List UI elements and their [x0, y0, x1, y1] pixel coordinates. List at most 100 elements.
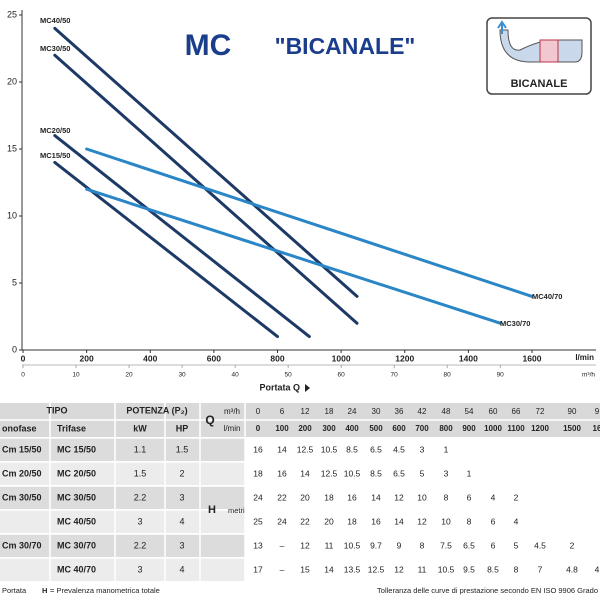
header-q-unit2: l/min	[224, 424, 241, 433]
q-lmin: 300	[322, 424, 336, 433]
cell-h: 10	[441, 516, 451, 526]
cell-h: 10	[417, 492, 427, 502]
header-hp: HP	[176, 423, 189, 433]
q-m3h: 72	[536, 407, 545, 416]
q-lmin: 800	[439, 424, 453, 433]
cell-h: 8	[444, 492, 449, 502]
cell-h: 6.5	[393, 468, 405, 478]
table-row-bg	[0, 534, 245, 557]
chart-title: MC	[185, 29, 232, 62]
cell-hp: 1.5	[176, 444, 189, 454]
cell-h: 8	[514, 564, 519, 574]
x2-tick-label: 40	[231, 372, 239, 379]
cell-h: 12.5	[321, 468, 338, 478]
series-label: MC30/70	[500, 319, 530, 328]
series-label: MC15/50	[40, 151, 70, 160]
cell-trifase: MC 40/50	[57, 516, 96, 526]
cell-h: 8	[467, 516, 472, 526]
cell-h: 14	[324, 564, 334, 574]
cell-h: 6	[491, 540, 496, 550]
chart-subtitle: "BICANALE"	[275, 33, 416, 59]
x2-tick-label: 90	[497, 372, 505, 379]
cell-h: 12	[417, 516, 427, 526]
curve	[85, 187, 502, 325]
x-tick-label: 600	[207, 353, 221, 363]
badge-impeller	[539, 39, 559, 63]
cell-h: 12.5	[368, 564, 385, 574]
cell-trifase: MC 30/70	[57, 540, 96, 550]
series-label: MC40/50	[40, 16, 70, 25]
x-tick-label: 1600	[523, 353, 542, 363]
cell-h: –	[280, 564, 285, 574]
q-lmin: 500	[369, 424, 383, 433]
q-lmin: 900	[462, 424, 476, 433]
x2-tick-label: 20	[125, 372, 133, 379]
series-label: MC40/70	[532, 292, 562, 301]
cell-h: 14	[394, 516, 404, 526]
y-tick-label: 10	[7, 210, 17, 220]
cell-h: 4.8	[566, 564, 578, 574]
cell-h: 22	[300, 516, 310, 526]
cell-h: 16	[371, 516, 381, 526]
cell-h: 12	[394, 492, 404, 502]
cell-h: 6.5	[370, 444, 382, 454]
cell-kw: 1.1	[134, 444, 147, 454]
cell-hp: 4	[179, 516, 184, 526]
cell-h: 24	[277, 516, 287, 526]
q-lmin: 16	[593, 424, 600, 433]
cell-h: 4.5	[534, 540, 546, 550]
cell-h: 15	[300, 564, 310, 574]
x2-tick-label: 60	[338, 372, 346, 379]
x-axis-label: Portata Q	[259, 382, 300, 392]
cell-h: 20	[300, 492, 310, 502]
header-q-unit1: m³/h	[224, 407, 240, 416]
q-lmin: 400	[345, 424, 359, 433]
footer: Portata H = Prevalenza manometrica total…	[2, 586, 598, 595]
cell-hp: 4	[179, 564, 184, 574]
cell-h: 10.5	[344, 468, 361, 478]
q-m3h: 24	[348, 407, 357, 416]
y-tick-label: 5	[12, 277, 17, 287]
x2-tick-label: 70	[391, 372, 399, 379]
footer-right: Tolleranza delle curve di prestazione se…	[377, 586, 598, 595]
header-kw: kW	[133, 423, 147, 433]
cell-h: 6.5	[463, 540, 475, 550]
header-h-unit: metri	[228, 506, 245, 515]
cell-h: 16	[253, 444, 263, 454]
cell-monofase: Cm 15/50	[2, 444, 42, 454]
cell-h: 2	[514, 492, 519, 502]
cell-trifase: MC 15/50	[57, 444, 96, 454]
x2-unit: m³/h	[582, 372, 595, 379]
cell-h: 1	[444, 444, 449, 454]
cell-h: 10.5	[321, 444, 338, 454]
cell-h: 16	[277, 468, 287, 478]
header-trifase: Trifase	[57, 423, 86, 433]
series-label: MC20/50	[40, 126, 70, 135]
q-m3h: 60	[489, 407, 498, 416]
y-tick-label: 25	[7, 9, 17, 19]
cell-trifase: MC 20/50	[57, 468, 96, 478]
cell-hp: 3	[179, 540, 184, 550]
table-row-bg	[0, 438, 245, 461]
footer-q: Portata	[2, 586, 27, 595]
q-m3h: 48	[442, 407, 451, 416]
q-lmin: 700	[415, 424, 429, 433]
q-lmin: 200	[298, 424, 312, 433]
cell-h: 18	[324, 492, 334, 502]
q-lmin: 1000	[484, 424, 502, 433]
q-m3h: 30	[372, 407, 381, 416]
cell-h: 3	[444, 468, 449, 478]
x-unit: l/min	[575, 353, 594, 362]
cell-h: 3	[420, 444, 425, 454]
cell-h: 4.5	[393, 444, 405, 454]
x-tick-label: 800	[270, 353, 284, 363]
cell-h: 8.5	[370, 468, 382, 478]
badge-label: BICANALE	[511, 78, 568, 90]
header-tipo: TIPO	[46, 405, 67, 415]
x-tick-label: 1200	[395, 353, 414, 363]
cell-h: 24	[253, 492, 263, 502]
footer-h-text: = Prevalenza manometrica totale	[50, 586, 160, 595]
x-axis-arrow	[305, 384, 310, 392]
q-m3h: 18	[325, 407, 334, 416]
series-label: MC30/50	[40, 44, 70, 53]
